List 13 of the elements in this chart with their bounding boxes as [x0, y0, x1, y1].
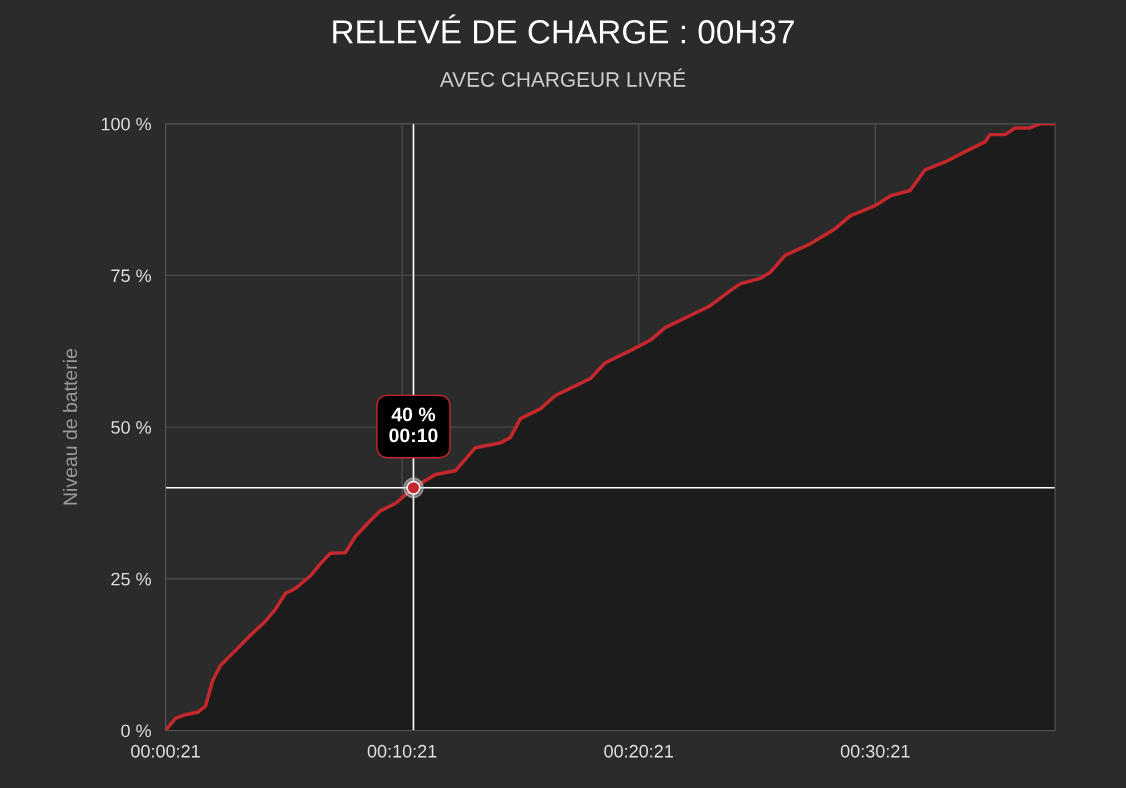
y-tick-label: 25 % — [111, 572, 151, 586]
y-tick-label: 50 % — [111, 421, 151, 434]
chart-subtitle: AVEC CHARGEUR LIVRÉ — [439, 68, 686, 87]
x-tick-label: 00:00:21 — [131, 744, 200, 758]
x-tick-label: 00:20:21 — [604, 744, 673, 758]
y-tick-label: 0 % — [121, 724, 151, 738]
x-tick-label: 00:10:21 — [367, 744, 437, 758]
y-axis-title: Niveau de batterie — [62, 349, 78, 505]
y-tick-label: 100 % — [101, 117, 151, 131]
annotation: 40 % 00:10 — [389, 407, 438, 443]
chart-title: RELEVÉ DE CHARGE : 00H37 — [333, 14, 794, 44]
x-tick-label: 00:30:21 — [840, 744, 910, 758]
y-tick-label: 75 % — [111, 269, 151, 283]
